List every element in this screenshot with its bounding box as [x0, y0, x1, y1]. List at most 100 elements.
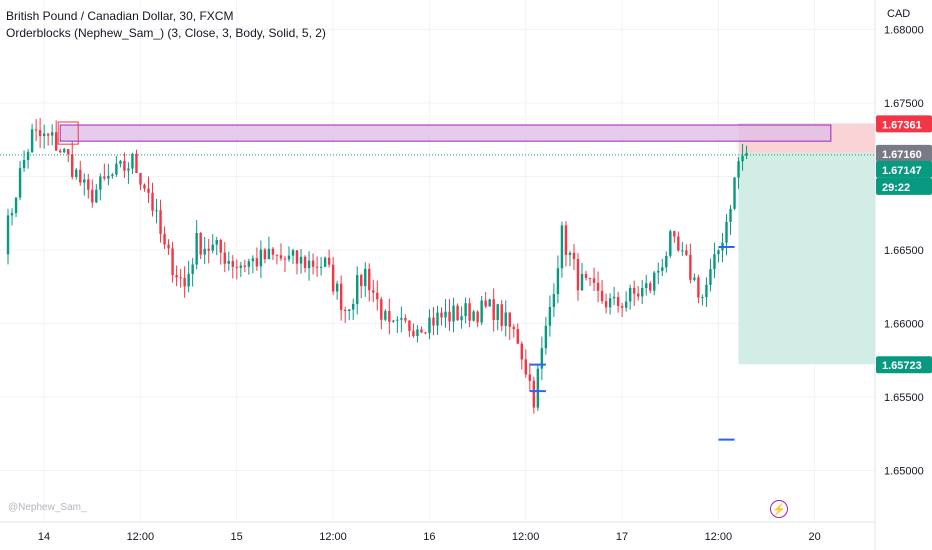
candle-body [380, 299, 383, 320]
price-label-target [876, 356, 932, 374]
price-label-text: 1.65723 [882, 360, 922, 372]
candle-body [456, 305, 459, 321]
candle-body [30, 129, 34, 153]
candle-body [299, 256, 303, 264]
candle-body [468, 303, 471, 321]
candle-body [83, 179, 86, 183]
candle-body [275, 254, 279, 256]
price-label-text: 29:22 [882, 182, 910, 194]
candle-body [741, 155, 744, 162]
candle-body [191, 264, 194, 274]
candle-body [368, 268, 371, 291]
candle-body [339, 283, 343, 310]
candle-body [384, 311, 387, 320]
candle-body [452, 305, 455, 322]
candle-body [207, 248, 210, 251]
candle-body [713, 254, 716, 270]
candle-body [488, 299, 491, 307]
candle-body [701, 297, 704, 299]
candle-body [71, 154, 74, 177]
candle-body [215, 239, 218, 245]
price-label-countdown [876, 177, 932, 195]
candle-body [396, 319, 399, 321]
candle-body [18, 168, 22, 198]
x-tick-label: 12:00 [705, 531, 733, 543]
candle-body [733, 177, 736, 209]
candle-body [283, 258, 287, 260]
x-tick-label: 16 [423, 531, 435, 543]
candle-body [657, 270, 660, 273]
candle-body [151, 192, 154, 211]
candle-body [376, 292, 379, 300]
candle-body [247, 261, 251, 267]
lightning-icon[interactable]: ⚡ [770, 500, 788, 518]
candle-body [616, 296, 620, 307]
x-tick-label: 17 [616, 531, 628, 543]
candle-body [552, 294, 556, 307]
candle-body [632, 287, 636, 294]
candle-body [34, 129, 38, 131]
candle-body [388, 311, 391, 322]
candle-body [444, 311, 447, 318]
candle-body [737, 161, 740, 178]
candle-body [460, 316, 463, 321]
candle-body [596, 282, 600, 291]
y-tick-label: 1.67500 [884, 98, 924, 110]
candle-body [464, 303, 467, 317]
candle-body [392, 320, 395, 322]
candle-body [572, 252, 576, 260]
price-label-stop [876, 115, 932, 133]
candle-body [400, 318, 403, 320]
candle-body [251, 258, 255, 262]
candle-body [303, 256, 307, 269]
candle-body [95, 189, 98, 203]
candle-body [440, 312, 443, 318]
candle-body [673, 231, 676, 237]
y-tick-label: 1.68000 [884, 24, 924, 36]
candle-body [372, 290, 375, 293]
candle-body [239, 265, 243, 268]
candle-body [46, 133, 50, 136]
candle-body [592, 278, 596, 283]
candle-body [175, 275, 178, 278]
candle-body [472, 311, 475, 321]
candle-body [544, 325, 548, 349]
candle-body [307, 260, 311, 269]
x-tick-label: 12:00 [127, 531, 155, 543]
indicator-label[interactable]: Orderblocks (Nephew_Sam_) (3, Close, 3, … [6, 26, 326, 40]
candle-body [681, 250, 684, 252]
candle-body [608, 298, 612, 308]
candle-body [58, 150, 62, 153]
candle-body [199, 232, 202, 255]
currency-label[interactable]: CAD [887, 8, 911, 20]
candle-body [689, 254, 692, 280]
candle-body [649, 283, 652, 291]
x-tick-label: 20 [809, 531, 821, 543]
candle-body [352, 304, 355, 310]
candle-body [628, 287, 632, 302]
candle-body [26, 152, 30, 160]
candle-body [143, 184, 146, 189]
candle-body [319, 266, 323, 268]
candle-body [624, 301, 628, 308]
candle-body [600, 290, 604, 302]
candle-body [271, 248, 275, 255]
candle-body [75, 169, 78, 177]
candle-body [343, 309, 347, 311]
candle-body [155, 210, 158, 212]
candle-body [315, 266, 319, 268]
candle-body [10, 213, 14, 216]
candle-body [448, 311, 451, 322]
candle-body [356, 275, 359, 305]
candle-body [424, 332, 427, 334]
price-label-last [876, 160, 932, 178]
candle-body [347, 309, 351, 311]
candle-body [119, 160, 122, 164]
symbol-title[interactable]: British Pound / Canadian Dollar, 30, FXC… [6, 9, 234, 23]
author-watermark: @Nephew_Sam_ [8, 502, 87, 513]
price-label-entry [876, 144, 932, 162]
candle-body [496, 304, 499, 321]
candle-body [211, 244, 214, 251]
